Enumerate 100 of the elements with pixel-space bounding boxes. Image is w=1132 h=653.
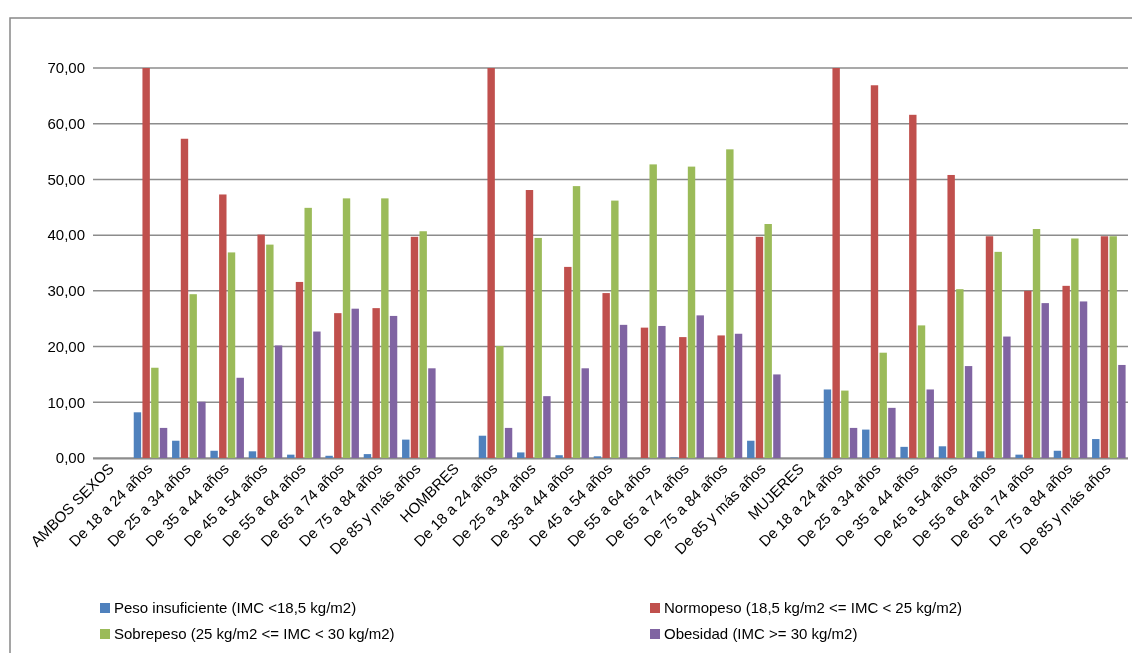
y-tick-label: 40,00: [47, 226, 85, 244]
bar: [747, 440, 755, 458]
bar: [888, 407, 896, 458]
bar: [534, 237, 542, 458]
legend-label: Sobrepeso (25 kg/m2 <= IMC < 30 kg/m2): [114, 625, 395, 643]
y-tick-label: 70,00: [47, 59, 85, 77]
bar: [325, 455, 333, 458]
bar: [985, 236, 994, 458]
bar: [734, 333, 743, 458]
bar: [172, 440, 180, 458]
bar: [504, 427, 513, 458]
bar: [832, 68, 840, 458]
bar: [389, 315, 398, 458]
bar: [419, 231, 427, 458]
bar: [266, 244, 274, 458]
bar: [151, 367, 159, 458]
bar: [334, 313, 342, 458]
bar: [1032, 229, 1041, 458]
bar: [198, 401, 206, 458]
bar: [564, 266, 572, 458]
bar: [257, 234, 265, 458]
bar: [773, 374, 781, 458]
bar: [543, 396, 551, 458]
bar: [274, 345, 283, 458]
bar: [487, 68, 495, 458]
bar: [525, 190, 534, 458]
bar: [862, 429, 870, 458]
bar: [696, 315, 704, 458]
bar: [956, 289, 964, 458]
bar: [726, 149, 734, 458]
bar: [342, 198, 351, 458]
bar: [602, 293, 610, 458]
y-tick-label: 60,00: [47, 114, 85, 132]
bar: [611, 200, 619, 458]
bar: [1092, 439, 1100, 458]
bar: [313, 331, 321, 458]
bar: [1100, 236, 1109, 458]
bar: [555, 455, 563, 458]
bar: [823, 389, 832, 458]
legend-label: Obesidad (IMC >= 30 kg/m2): [664, 625, 858, 643]
bar: [870, 85, 879, 458]
bar: [879, 352, 887, 458]
bar: [658, 325, 666, 458]
bar: [1003, 336, 1011, 458]
bar: [917, 325, 926, 458]
bar: [687, 166, 696, 458]
bar: [849, 427, 858, 458]
bar: [1024, 290, 1032, 458]
bar: [351, 308, 359, 458]
bar: [1118, 364, 1126, 458]
bar: [1079, 301, 1088, 458]
bar: [219, 194, 227, 458]
bar: [496, 346, 504, 458]
y-tick-label: 30,00: [47, 282, 85, 300]
bar: [977, 451, 985, 458]
bar: [372, 308, 380, 458]
bar: [410, 236, 419, 458]
bar: [572, 186, 581, 458]
bar: [1041, 303, 1049, 458]
bar: [679, 337, 687, 458]
y-tick-label: 10,00: [47, 393, 85, 411]
y-tick-label: 20,00: [47, 337, 85, 355]
bar: [947, 174, 955, 458]
bar: [295, 281, 304, 458]
bar: [478, 435, 487, 458]
bar: [210, 450, 218, 458]
bar: [402, 439, 410, 458]
bar: [755, 236, 764, 458]
bar: [428, 368, 436, 458]
bar: [909, 114, 917, 458]
bar: [619, 324, 628, 458]
bar: [994, 251, 1002, 458]
bar: [189, 294, 197, 458]
bar: [1053, 450, 1062, 458]
bar: [381, 198, 389, 458]
bar: [227, 252, 236, 458]
bar: [900, 446, 908, 458]
legend-label: Peso insuficiente (IMC <18,5 kg/m2): [114, 599, 357, 617]
bar: [159, 427, 168, 458]
bar: [248, 451, 257, 458]
bar: [841, 390, 849, 458]
bar: [964, 366, 973, 458]
bar: [581, 368, 589, 458]
bar: [1109, 236, 1117, 458]
bar: [926, 389, 934, 458]
bar: [142, 68, 150, 458]
bar: [717, 335, 725, 458]
bar: [1062, 285, 1070, 458]
bar: [363, 454, 372, 458]
bar: [517, 452, 525, 458]
bar: [236, 377, 244, 458]
y-tick-label: 50,00: [47, 170, 85, 188]
bar: [1015, 454, 1023, 458]
bar: [304, 207, 312, 458]
bar: [180, 138, 189, 458]
legend-label: Normopeso (18,5 kg/m2 <= IMC < 25 kg/m2): [664, 599, 963, 617]
y-tick-label: 0,00: [55, 449, 85, 467]
bar: [1071, 238, 1079, 458]
bar: [640, 327, 649, 458]
bar: [938, 446, 947, 458]
